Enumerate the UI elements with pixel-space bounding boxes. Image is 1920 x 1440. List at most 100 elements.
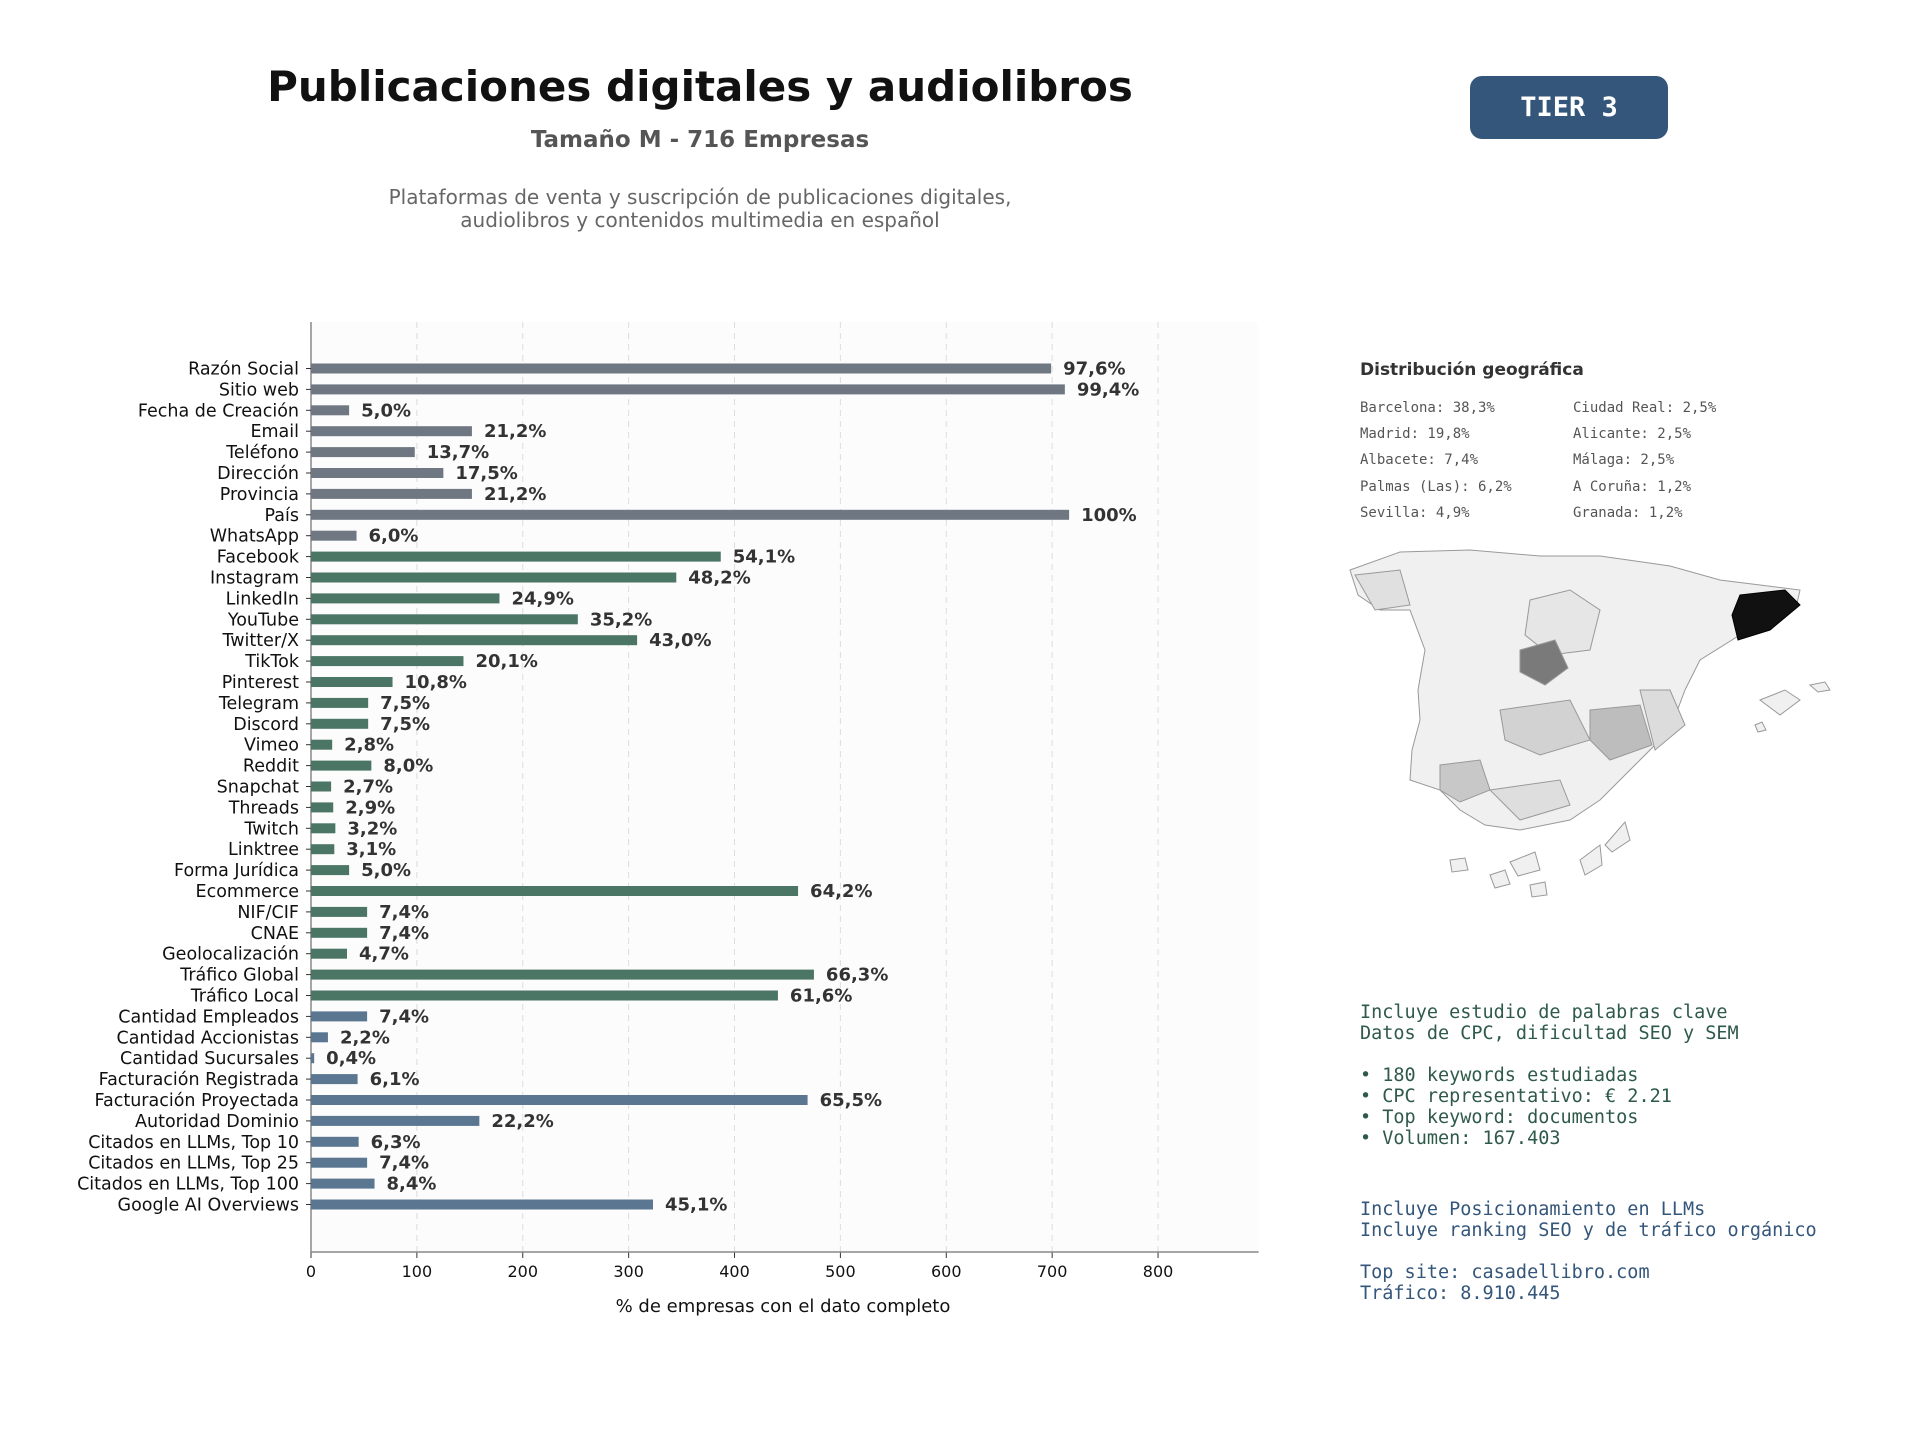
bar [311,1178,375,1189]
y-tick-label: Cantidad Sucursales [120,1049,299,1069]
map-canary-islands [1604,820,1631,853]
y-tick-label: Vimeo [244,736,299,756]
bar [311,635,638,646]
y-tick-label: Facturación Registrada [99,1070,299,1090]
bar [311,1053,315,1064]
y-tick-label: Linktree [228,840,299,860]
geo-title: Distribución geográfica [1360,360,1584,380]
data-label: 66,3% [826,965,888,986]
bar [311,1011,368,1022]
map-canary-islands [1489,869,1511,889]
y-tick-label: LinkedIn [226,589,299,609]
geo-item: Barcelona: 38,3% [1360,400,1495,416]
llm-line [1360,1241,1817,1262]
x-tick-label: 100 [402,1262,433,1281]
map-region [1524,589,1601,656]
y-tick-label: Facebook [217,548,300,568]
data-label: 8,4% [387,1174,437,1195]
llm-line: Top site: casadellibro.com [1360,1262,1650,1283]
y-tick-label: Sitio web [219,380,299,400]
data-label: 100% [1081,505,1137,526]
y-tick-label: Citados en LLMs, Top 10 [88,1133,299,1153]
y-tick-label: Provincia [220,485,299,505]
data-label: 7,5% [380,714,430,735]
y-tick-label: Threads [228,798,299,818]
data-label: 21,2% [484,484,546,505]
keywords-info: Incluye estudio de palabras clave Datos d… [1360,960,1739,1170]
data-label: 48,2% [688,568,750,589]
bar [311,718,369,729]
data-label: 7,4% [379,1006,429,1027]
y-tick-label: Instagram [210,569,299,589]
y-tick-label: Facturación Proyectada [95,1091,299,1111]
bar [311,447,415,458]
x-tick-label: 300 [613,1262,644,1281]
x-tick-label: 700 [1037,1262,1068,1281]
description-line: Plataformas de venta y suscripción de pu… [388,185,1012,209]
bar [311,1074,358,1085]
data-label: 10,8% [405,672,467,693]
bar [311,823,336,834]
bar [311,614,578,625]
y-tick-label: Cantidad Empleados [118,1007,299,1027]
map-ciudad-real [1499,699,1591,756]
bar [311,886,799,896]
geo-item: Ciudad Real: 2,5% [1573,400,1717,416]
bar [311,697,369,708]
bar [311,1199,653,1210]
data-label: 0,4% [326,1048,376,1069]
bar [311,426,472,437]
y-tick-label: TikTok [244,652,300,672]
bar [311,781,332,792]
y-tick-label: Autoridad Dominio [135,1112,299,1132]
bar [311,488,472,499]
data-label: 3,2% [347,818,397,839]
y-tick-label: Email [250,422,299,442]
y-tick-label: Tráfico Global [179,966,299,986]
map-balearic-islands [1808,681,1831,693]
x-tick-label: 0 [306,1262,316,1281]
x-tick-label: 600 [931,1262,962,1281]
data-label: 64,2% [810,881,872,902]
keywords-line: • Top keyword: documentos [1360,1107,1639,1128]
keywords-line: Datos de CPC, dificultad SEO y SEM [1360,1023,1739,1044]
bar [311,593,500,604]
data-label: 8,0% [383,756,433,777]
map-mainland [1349,549,1801,831]
bar [311,739,333,750]
keywords-line: • 180 keywords estudiadas [1360,1065,1639,1086]
y-tick-label: Google AI Overviews [118,1196,299,1216]
map-malaga [1488,779,1571,821]
y-tick-label: País [265,506,299,526]
geo-item: Sevilla: 4,9% [1360,505,1470,521]
page-subtitle: Tamaño M - 716 Empresas [530,127,870,153]
keywords-line: • Volumen: 167.403 [1360,1128,1561,1149]
map-canary-islands [1579,844,1603,876]
data-label: 21,2% [484,421,546,442]
data-label: 2,9% [345,797,395,818]
map-balearic-islands [1758,689,1801,716]
bar [311,509,1070,520]
bar [311,405,350,416]
spain-map [1349,549,1831,898]
bar [311,969,814,980]
map-canary-islands [1449,857,1469,873]
bar [311,468,444,478]
y-tick-label: Geolocalización [162,945,299,965]
data-label: 2,2% [340,1027,390,1048]
bar [311,1032,328,1043]
y-tick-label: Snapchat [217,778,299,798]
bar [311,802,334,813]
data-label: 24,9% [511,588,573,609]
map-canary-islands [1529,881,1548,898]
map-canary-islands [1509,851,1541,877]
geo-item: Alicante: 2,5% [1573,426,1692,442]
y-tick-label: YouTube [227,610,299,630]
page-description: Plataformas de venta y suscripción de pu… [0,186,1400,232]
data-label: 35,2% [590,609,652,630]
data-label: 5,0% [361,860,411,881]
data-label: 99,4% [1077,379,1139,400]
data-label: 6,0% [369,526,419,547]
data-label: 17,5% [455,463,517,484]
bar [311,760,372,771]
